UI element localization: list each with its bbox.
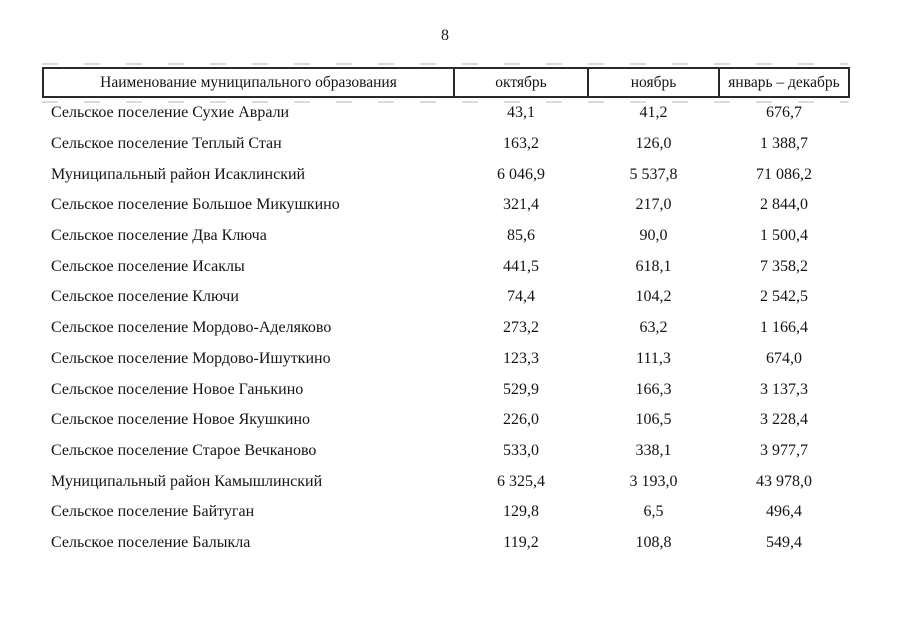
municipality-name-cell: Сельское поселение Мордово-Аделяково: [51, 319, 332, 337]
october-value-cell: 163,2: [503, 135, 539, 153]
november-value-cell: 338,1: [635, 441, 672, 459]
november-value-cell: 618,1: [635, 257, 672, 275]
municipality-name-cell: Муниципальный район Исаклинский: [51, 165, 306, 183]
november-value-cell: 3 193,0: [629, 472, 678, 490]
scan-artifact-top: [42, 63, 848, 65]
january-december-value-cell: 7 358,2: [760, 257, 808, 275]
january-december-value-cell: 2 844,0: [760, 196, 808, 214]
municipality-name-cell: Сельское поселение Балыкла: [51, 533, 251, 551]
table-row: Сельское поселение Теплый Стан 163,2 126,0…: [43, 129, 849, 160]
october-value-cell: 123,3: [503, 349, 539, 367]
october-value-cell: 119,2: [503, 533, 539, 551]
january-december-value-cell: 1 388,7: [760, 135, 808, 153]
table-row: Муниципальный район Камышлинский 6 325,4 3…: [43, 466, 849, 497]
table-body: Сельское поселение Сухие Аврали 43,1 41,2 6…: [43, 97, 849, 558]
table-row: Муниципальный район Исаклинский 6 046,9 5 …: [43, 159, 849, 190]
november-value-cell: 111,3: [636, 349, 671, 367]
header-january-december: январь – декабрь: [718, 67, 850, 98]
october-value-cell: 273,2: [503, 319, 539, 337]
january-december-value-cell: 549,4: [766, 533, 802, 551]
january-december-value-cell: 3 977,7: [760, 441, 808, 459]
october-value-cell: 533,0: [503, 441, 539, 459]
municipality-name-cell: Сельское поселение Новое Якушкино: [51, 411, 311, 429]
november-value-cell: 104,2: [635, 288, 672, 306]
table-row: Сельское поселение Балыкла 119,2 108,8 549,…: [43, 528, 849, 559]
january-december-value-cell: 674,0: [766, 349, 802, 367]
table-row: Сельское поселение Старое Вечканово 533,0…: [43, 436, 849, 467]
november-value-cell: 106,5: [635, 411, 672, 429]
table-row: Сельское поселение Новое Якушкино 226,0 10…: [43, 405, 849, 436]
municipality-name-cell: Сельское поселение Мордово-Ишуткино: [51, 349, 331, 367]
january-december-value-cell: 43 978,0: [756, 472, 812, 490]
january-december-value-cell: 496,4: [766, 503, 802, 521]
table-row: Сельское поселение Байтуган 129,8 6,5 496,4: [43, 497, 849, 528]
municipality-name-cell: Сельское поселение Теплый Стан: [51, 135, 282, 153]
municipality-name-cell: Сельское поселение Новое Ганькино: [51, 380, 304, 398]
november-value-cell: 41,2: [639, 104, 668, 122]
november-value-cell: 108,8: [635, 533, 672, 551]
november-value-cell: 63,2: [639, 319, 668, 337]
november-value-cell: 6,5: [643, 503, 664, 521]
municipality-name-cell: Сельское поселение Большое Микушкино: [51, 196, 340, 214]
municipality-name-cell: Сельское поселение Сухие Аврали: [51, 104, 290, 122]
october-value-cell: 226,0: [503, 411, 539, 429]
page-number: 8: [441, 27, 449, 44]
table-row: Сельское поселение Мордово-Аделяково 273,…: [43, 313, 849, 344]
october-value-cell: 85,6: [507, 227, 535, 245]
october-value-cell: 129,8: [503, 503, 539, 521]
table-header-row: Наименование муниципального образования …: [42, 67, 850, 98]
january-december-value-cell: 2 542,5: [760, 288, 808, 306]
table-row: Сельское поселение Исаклы 441,5 618,1 7 358…: [43, 251, 849, 282]
november-value-cell: 90,0: [639, 227, 668, 245]
table-row: Сельское поселение Сухие Аврали 43,1 41,2 6…: [43, 97, 849, 129]
municipality-name-cell: Сельское поселение Ключи: [51, 288, 239, 306]
municipality-name-cell: Сельское поселение Байтуган: [51, 503, 255, 521]
header-november: ноябрь: [587, 67, 720, 98]
municipality-name-cell: Сельское поселение Исаклы: [51, 257, 245, 275]
january-december-value-cell: 3 228,4: [760, 411, 808, 429]
october-value-cell: 321,4: [503, 196, 539, 214]
november-value-cell: 217,0: [635, 196, 672, 214]
january-december-value-cell: 1 500,4: [760, 227, 808, 245]
november-value-cell: 5 537,8: [629, 165, 678, 183]
october-value-cell: 6 046,9: [497, 165, 545, 183]
table-row: Сельское поселение Мордово-Ишуткино 123,3…: [43, 344, 849, 375]
january-december-value-cell: 3 137,3: [760, 380, 808, 398]
municipality-name-cell: Сельское поселение Старое Вечканово: [51, 441, 317, 459]
municipality-name-cell: Муниципальный район Камышлинский: [51, 472, 323, 490]
october-value-cell: 441,5: [503, 257, 539, 275]
january-december-value-cell: 676,7: [766, 104, 802, 122]
january-december-value-cell: 71 086,2: [756, 165, 812, 183]
october-value-cell: 6 325,4: [497, 472, 545, 490]
table-row: Сельское поселение Новое Ганькино 529,9 16…: [43, 374, 849, 405]
municipality-name-cell: Сельское поселение Два Ключа: [51, 227, 267, 245]
table-row: Сельское поселение Большое Микушкино 321,…: [43, 190, 849, 221]
october-value-cell: 529,9: [503, 380, 539, 398]
municipalities-table: Наименование муниципального образования …: [42, 67, 850, 558]
header-municipality-name: Наименование муниципального образования: [42, 67, 455, 98]
january-december-value-cell: 1 166,4: [760, 319, 808, 337]
october-value-cell: 43,1: [507, 104, 535, 122]
november-value-cell: 166,3: [635, 380, 672, 398]
table-row: Сельское поселение Ключи 74,4 104,2 2 542,5: [43, 282, 849, 313]
october-value-cell: 74,4: [507, 288, 535, 306]
header-october: октябрь: [453, 67, 589, 98]
table-row: Сельское поселение Два Ключа 85,6 90,0 1 50…: [43, 221, 849, 252]
november-value-cell: 126,0: [635, 135, 672, 153]
